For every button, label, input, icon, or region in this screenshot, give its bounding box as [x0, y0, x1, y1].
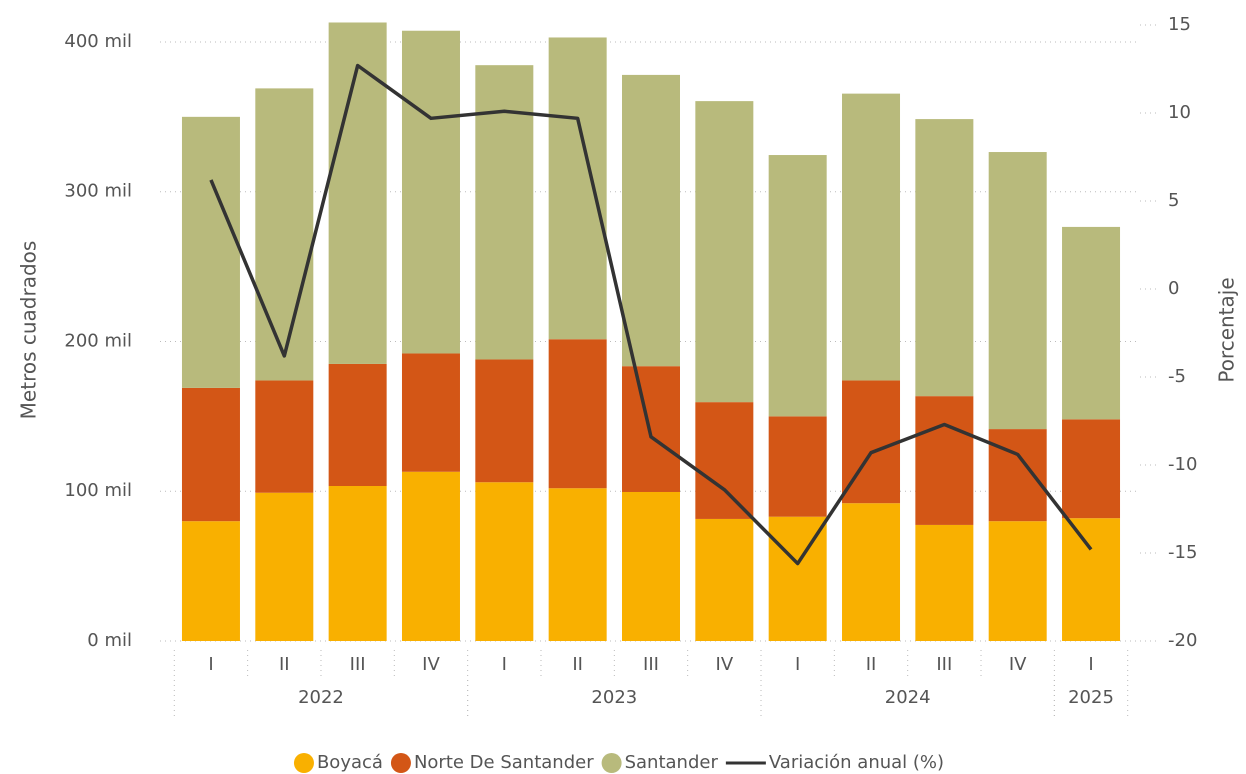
y2-tick-label: -5 [1168, 366, 1186, 387]
bar [181, 521, 240, 641]
legend-swatch [293, 753, 314, 773]
bar [622, 491, 680, 641]
y2-tick-label: -15 [1168, 542, 1197, 563]
legend-label: Boyacá [317, 752, 383, 773]
bar [622, 74, 680, 367]
x-tick-label: III [936, 654, 952, 675]
group-label: 2023 [591, 687, 637, 708]
bar [255, 88, 314, 381]
y-axis-label: Metros cuadrados [17, 241, 41, 420]
y2-tick-label: -10 [1168, 454, 1197, 475]
bar [548, 488, 607, 641]
legend: Boyacá Norte De Santander Santander Variaci… [293, 752, 944, 773]
x-tick-label: I [208, 654, 213, 675]
legend-swatch [390, 753, 411, 773]
bar [328, 485, 387, 641]
bar [695, 518, 754, 641]
legend-label: Variación anual (%) [769, 752, 944, 773]
bar [548, 339, 607, 489]
bar [695, 101, 754, 403]
bar [988, 152, 1047, 430]
bar [401, 353, 460, 472]
bar [768, 155, 827, 417]
y2-tick-label: 15 [1168, 14, 1191, 35]
bar [475, 359, 534, 483]
legend-label: Norte De Santander [414, 752, 594, 773]
bar [988, 429, 1047, 522]
bar [181, 116, 240, 388]
y-tick-label: 300 mil [64, 181, 132, 202]
x-tick-label: IV [716, 654, 734, 675]
y2-tick-label: 5 [1168, 190, 1179, 211]
bar [915, 524, 974, 641]
bar [768, 416, 827, 517]
x-tick-label: I [502, 654, 507, 675]
bar [548, 37, 607, 340]
y-tick-label: 0 mil [87, 630, 132, 651]
bar [1062, 518, 1121, 641]
bar [1062, 226, 1121, 420]
legend-label: Santander [625, 752, 719, 773]
bar [401, 471, 460, 641]
group-label: 2022 [298, 687, 344, 708]
x-tick-label: III [643, 654, 659, 675]
x-tick-label: IV [422, 654, 440, 675]
bar [255, 380, 314, 493]
group-label: 2024 [885, 687, 931, 708]
x-tick-label: IV [1009, 654, 1027, 675]
bar [1062, 419, 1121, 519]
bar [915, 396, 974, 525]
x-tick-label: II [279, 654, 290, 675]
y2-axis-label: Porcentaje [1215, 277, 1239, 382]
y2-tick-label: -20 [1168, 630, 1197, 651]
group-label: 2025 [1068, 687, 1114, 708]
bar [695, 402, 754, 519]
x-tick-label: II [572, 654, 583, 675]
bar [255, 492, 314, 641]
bar [328, 22, 387, 364]
y2-tick-label: 10 [1168, 102, 1191, 123]
x-tick-label: I [1088, 654, 1093, 675]
legend-swatch [601, 753, 622, 773]
bar [328, 363, 387, 486]
bar [475, 482, 534, 641]
bar [401, 30, 460, 354]
bar [988, 521, 1047, 641]
x-tick-label: III [350, 654, 366, 675]
y2-tick-label: 0 [1168, 278, 1179, 299]
bar [181, 387, 240, 522]
line [209, 63, 1093, 566]
bar [475, 65, 534, 360]
bar [842, 93, 901, 381]
bar [842, 503, 901, 641]
y-tick-label: 100 mil [64, 480, 132, 501]
y-tick-label: 400 mil [64, 31, 132, 52]
x-tick-label: II [866, 654, 877, 675]
x-tick-label: I [795, 654, 800, 675]
bar [915, 119, 974, 397]
y-tick-label: 200 mil [64, 330, 132, 351]
